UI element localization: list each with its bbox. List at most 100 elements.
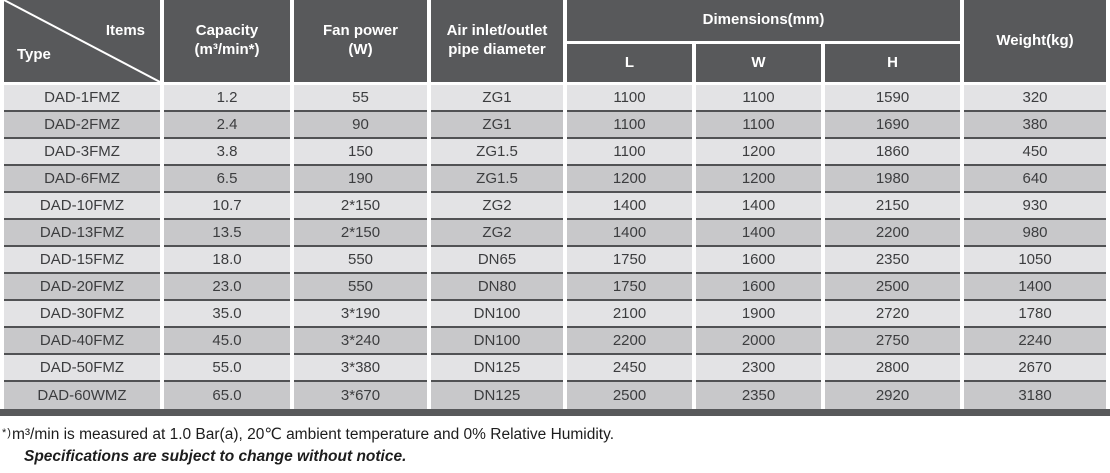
table-bottom-bar (0, 409, 1110, 416)
table-header: Items Type Capacity (m³/min*) Fan power … (4, 0, 1107, 85)
cell-capacity: 10.7 (164, 193, 290, 220)
diagonal-divider (4, 0, 160, 82)
cell-weight: 320 (964, 85, 1107, 112)
cell-fan-power: 3*240 (294, 328, 427, 355)
cell-dim-l: 1750 (567, 247, 692, 274)
cell-pipe-diameter: DN125 (431, 382, 563, 409)
cell-dim-h: 1590 (825, 85, 961, 112)
capacity-label-line2: (m³/min*) (194, 41, 260, 58)
cell-fan-power: 90 (294, 112, 427, 139)
cell-dim-l: 1400 (567, 193, 692, 220)
cell-dim-w: 2300 (696, 355, 821, 382)
cell-capacity: 18.0 (164, 247, 290, 274)
header-corner-cell: Items Type (4, 0, 160, 85)
cell-capacity: 23.0 (164, 274, 290, 301)
header-type-label: Type (17, 46, 51, 63)
cell-type: DAD-1FMZ (4, 85, 160, 112)
column-header-weight: Weight(kg) (964, 0, 1107, 85)
header-items-label: Items (105, 22, 145, 39)
cell-dim-w: 2000 (696, 328, 821, 355)
cell-type: DAD-10FMZ (4, 193, 160, 220)
cell-capacity: 35.0 (164, 301, 290, 328)
cell-pipe-diameter: ZG1 (431, 85, 563, 112)
cell-dim-h: 2350 (825, 247, 961, 274)
cell-type: DAD-3FMZ (4, 139, 160, 166)
cell-dim-h: 2750 (825, 328, 961, 355)
cell-fan-power: 550 (294, 274, 427, 301)
cell-pipe-diameter: ZG2 (431, 193, 563, 220)
cell-type: DAD-15FMZ (4, 247, 160, 274)
cell-fan-power: 190 (294, 166, 427, 193)
footnote-disclaimer: Specifications are subject to change wit… (24, 448, 407, 465)
cell-fan-power: 55 (294, 85, 427, 112)
table-row: DAD-2FMZ 2.4 90 ZG1 1100 1100 1690 380 (4, 112, 1107, 139)
cell-dim-w: 1600 (696, 274, 821, 301)
cell-fan-power: 3*670 (294, 382, 427, 409)
cell-capacity: 65.0 (164, 382, 290, 409)
pipe-label-line2: pipe diameter (448, 41, 546, 58)
cell-dim-l: 2500 (567, 382, 692, 409)
cell-type: DAD-20FMZ (4, 274, 160, 301)
footnotes: *)m³/min is measured at 1.0 Bar(a), 20℃ … (0, 416, 1110, 468)
cell-dim-w: 1400 (696, 220, 821, 247)
cell-dim-l: 1100 (567, 139, 692, 166)
table-row: DAD-60WMZ 65.0 3*670 DN125 2500 2350 292… (4, 382, 1107, 409)
cell-dim-w: 1200 (696, 139, 821, 166)
cell-dim-w: 1400 (696, 193, 821, 220)
cell-type: DAD-13FMZ (4, 220, 160, 247)
cell-capacity: 1.2 (164, 85, 290, 112)
cell-weight: 2240 (964, 328, 1107, 355)
cell-pipe-diameter: ZG1.5 (431, 139, 563, 166)
cell-weight: 980 (964, 220, 1107, 247)
cell-capacity: 55.0 (164, 355, 290, 382)
table-row: DAD-3FMZ 3.8 150 ZG1.5 1100 1200 1860 45… (4, 139, 1107, 166)
column-header-pipe-diameter: Air inlet/outlet pipe diameter (431, 0, 563, 85)
spec-table: Items Type Capacity (m³/min*) Fan power … (4, 0, 1107, 409)
cell-capacity: 2.4 (164, 112, 290, 139)
footnote-measurement-text: m³/min is measured at 1.0 Bar(a), 20℃ am… (11, 426, 615, 443)
cell-fan-power: 3*190 (294, 301, 427, 328)
cell-pipe-diameter: ZG1 (431, 112, 563, 139)
column-header-dim-w: W (696, 44, 821, 85)
cell-weight: 930 (964, 193, 1107, 220)
table-row: DAD-6FMZ 6.5 190 ZG1.5 1200 1200 1980 64… (4, 166, 1107, 193)
cell-dim-l: 1400 (567, 220, 692, 247)
cell-pipe-diameter: DN80 (431, 274, 563, 301)
table-row: DAD-40FMZ 45.0 3*240 DN100 2200 2000 275… (4, 328, 1107, 355)
cell-fan-power: 3*380 (294, 355, 427, 382)
cell-dim-h: 2920 (825, 382, 961, 409)
cell-dim-w: 2350 (696, 382, 821, 409)
column-header-dim-h: H (825, 44, 961, 85)
fan-power-label-line2: (W) (348, 41, 373, 58)
table-row: DAD-13FMZ 13.5 2*150 ZG2 1400 1400 2200 … (4, 220, 1107, 247)
cell-type: DAD-50FMZ (4, 355, 160, 382)
cell-dim-h: 1860 (825, 139, 961, 166)
cell-dim-h: 2800 (825, 355, 961, 382)
cell-weight: 3180 (964, 382, 1107, 409)
cell-pipe-diameter: DN100 (431, 301, 563, 328)
cell-dim-l: 1200 (567, 166, 692, 193)
cell-dim-w: 1200 (696, 166, 821, 193)
cell-dim-h: 2720 (825, 301, 961, 328)
cell-fan-power: 2*150 (294, 193, 427, 220)
cell-type: DAD-2FMZ (4, 112, 160, 139)
cell-dim-l: 2450 (567, 355, 692, 382)
table-row: DAD-50FMZ 55.0 3*380 DN125 2450 2300 280… (4, 355, 1107, 382)
capacity-label-line1: Capacity (195, 22, 259, 40)
cell-weight: 640 (964, 166, 1107, 193)
cell-dim-w: 1900 (696, 301, 821, 328)
column-header-fan-power: Fan power (W) (294, 0, 427, 85)
cell-dim-l: 2200 (567, 328, 692, 355)
fan-power-label-line1: Fan power (322, 22, 398, 40)
column-header-capacity: Capacity (m³/min*) (164, 0, 290, 85)
table-row: DAD-15FMZ 18.0 550 DN65 1750 1600 2350 1… (4, 247, 1107, 274)
table-row: DAD-10FMZ 10.7 2*150 ZG2 1400 1400 2150 … (4, 193, 1107, 220)
cell-dim-h: 1690 (825, 112, 961, 139)
cell-dim-l: 1100 (567, 85, 692, 112)
cell-weight: 450 (964, 139, 1107, 166)
cell-pipe-diameter: DN125 (431, 355, 563, 382)
cell-dim-w: 1600 (696, 247, 821, 274)
footnote-measurement: *)m³/min is measured at 1.0 Bar(a), 20℃ … (2, 423, 1108, 445)
column-header-dimensions: Dimensions(mm) (567, 0, 961, 44)
cell-dim-h: 2150 (825, 193, 961, 220)
